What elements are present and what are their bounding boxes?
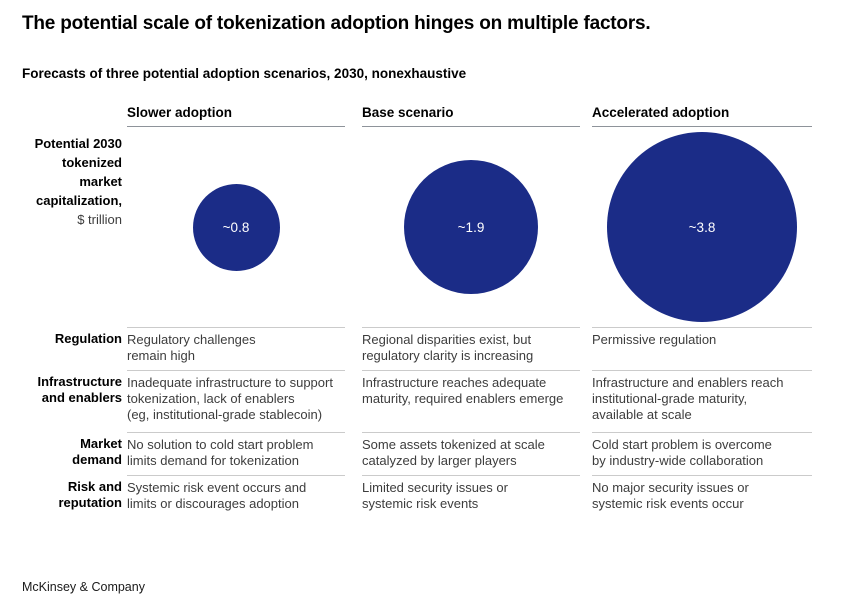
factor-cell: No solution to cold start problem limits… (127, 432, 345, 475)
factor-cell: Systemic risk event occurs and limits or… (127, 475, 345, 518)
factor-row-infrastructure: Infrastructure and enablers Inadequate i… (22, 370, 825, 432)
factor-label-risk-reputation: Risk and reputation (58, 479, 122, 510)
bubble-cell-slower: ~0.8 (127, 127, 345, 327)
factor-row-regulation: Regulation Regulatory challenges remain … (22, 327, 825, 370)
factor-cell: Limited security issues or systemic risk… (362, 475, 580, 518)
factor-label-regulation: Regulation (54, 331, 122, 346)
factor-cell: Regulatory challenges remain high (127, 327, 345, 370)
metric-label: Potential 2030 tokenized market capitali… (34, 136, 122, 208)
scenario-header-base: Base scenario (362, 104, 580, 127)
tokenization-scenarios-chart: Slower adoption Base scenario Accelerate… (22, 104, 825, 518)
factor-row-risk-reputation: Risk and reputation Systemic risk event … (22, 475, 825, 518)
header-spacer (22, 104, 127, 127)
bubble-value-base: ~1.9 (457, 219, 485, 235)
factor-cell: Regional disparities exist, but regulato… (362, 327, 580, 370)
chart-subtitle: Forecasts of three potential adoption sc… (22, 66, 467, 81)
factor-cell: Cold start problem is overcome by indust… (592, 432, 812, 475)
factor-cell: Inadequate infrastructure to support tok… (127, 370, 345, 432)
scenario-header-slower: Slower adoption (127, 104, 345, 127)
factor-cell: Permissive regulation (592, 327, 812, 370)
bubble-slower: ~0.8 (192, 183, 280, 271)
factor-row-market-demand: Market demand No solution to cold start … (22, 432, 825, 475)
factor-cell: Some assets tokenized at scale catalyzed… (362, 432, 580, 475)
factor-cell: Infrastructure reaches adequate maturity… (362, 370, 580, 432)
factor-label-market-demand: Market demand (72, 436, 122, 467)
bubble-cell-accelerated: ~3.8 (592, 127, 812, 327)
factor-label-infrastructure: Infrastructure and enablers (37, 374, 122, 405)
bubble-accelerated: ~3.8 (607, 132, 797, 322)
factor-cell: Infrastructure and enablers reach instit… (592, 370, 812, 432)
bubble-value-accelerated: ~3.8 (688, 219, 716, 235)
bubble-cell-base: ~1.9 (362, 127, 580, 327)
metric-unit: $ trillion (77, 212, 122, 227)
scenario-header-accelerated: Accelerated adoption (592, 104, 812, 127)
bubble-row: Potential 2030 tokenized market capitali… (22, 127, 825, 327)
scenario-header-row: Slower adoption Base scenario Accelerate… (22, 104, 825, 127)
page-title: The potential scale of tokenization adop… (22, 13, 651, 34)
bubble-base: ~1.9 (404, 160, 538, 294)
metric-label-block: Potential 2030 tokenized market capitali… (22, 127, 127, 327)
bubble-value-slower: ~0.8 (222, 219, 250, 235)
mckinsey-wordmark: McKinsey & Company (22, 580, 145, 594)
factor-cell: No major security issues or systemic ris… (592, 475, 812, 518)
